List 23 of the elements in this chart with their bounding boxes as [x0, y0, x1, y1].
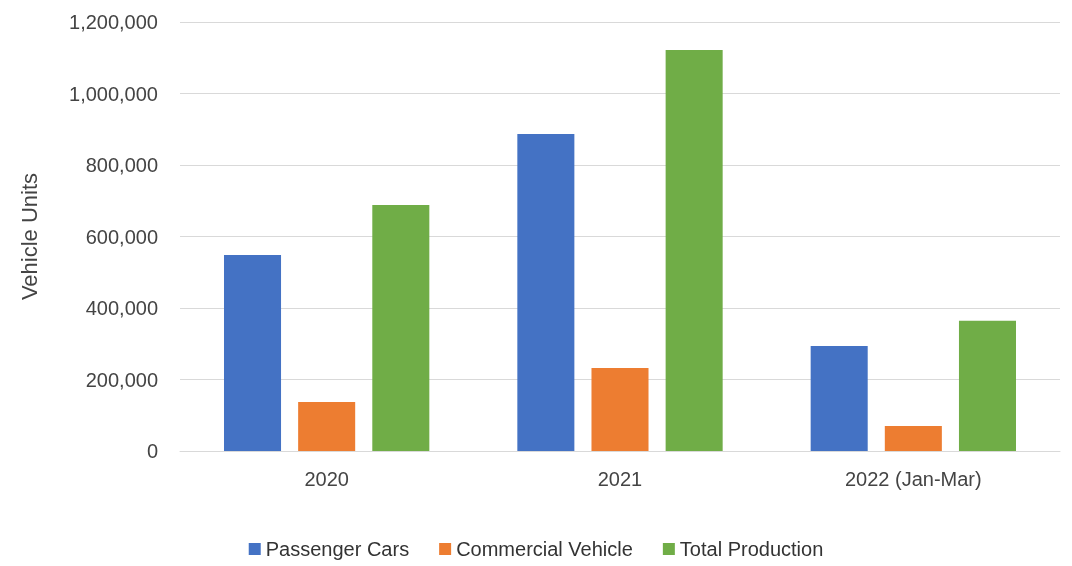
y-tick-label: 200,000	[85, 368, 158, 391]
y-tick-label: 1,000,000	[69, 82, 158, 105]
bar	[958, 320, 1016, 451]
y-tick-label: 0	[146, 440, 158, 462]
legend-label: Total Production	[679, 538, 824, 560]
x-tick-label: 2021	[597, 468, 643, 490]
bar	[298, 402, 356, 451]
y-tick-label: 400,000	[85, 297, 158, 319]
y-axis-title: Vehicle Units	[16, 172, 42, 301]
bar	[665, 49, 723, 451]
x-tick-label: 2022 (Jan-Mar)	[844, 468, 982, 490]
bar	[517, 133, 575, 451]
y-tick-label: 1,200,000	[69, 11, 158, 33]
bar	[884, 425, 942, 451]
bar	[372, 205, 430, 451]
bar	[591, 368, 649, 451]
legend-label: Passenger Cars	[265, 538, 410, 560]
y-tick-label: 600,000	[85, 225, 158, 248]
legend-label: Commercial Vehicle	[456, 538, 633, 560]
bar	[810, 345, 868, 451]
y-tick-label: 800,000	[85, 154, 158, 176]
x-tick-label: 2020	[304, 468, 349, 490]
bar	[224, 255, 282, 451]
